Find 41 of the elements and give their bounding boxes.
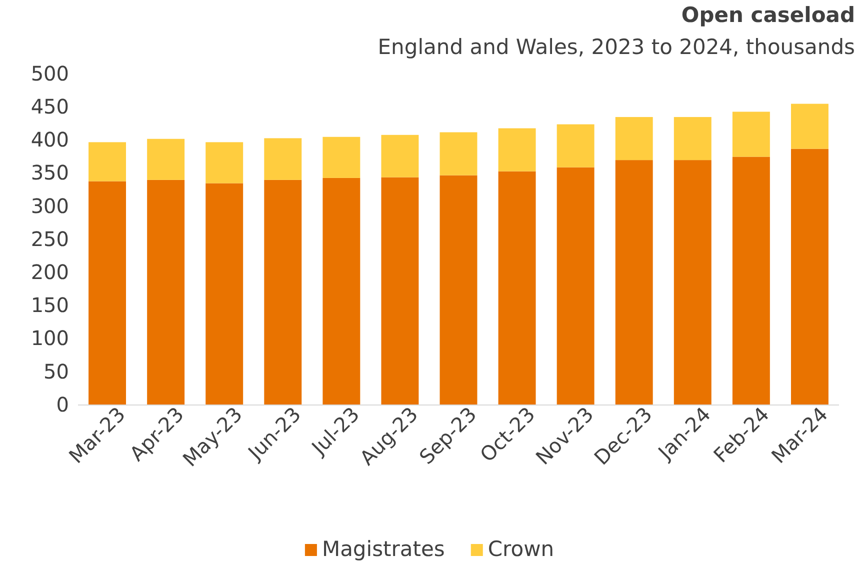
bar — [732, 156, 770, 405]
bar — [440, 132, 478, 176]
bar — [791, 104, 828, 149]
y-tick-label: 500 — [30, 61, 69, 86]
y-tick-label: 350 — [30, 160, 69, 185]
bar — [674, 117, 712, 160]
bar — [732, 112, 770, 157]
bar — [498, 128, 536, 172]
bar — [206, 183, 244, 405]
bar — [88, 181, 126, 405]
y-tick-label: 400 — [30, 128, 69, 152]
bar — [615, 117, 653, 160]
bar — [147, 138, 185, 180]
y-tick-label: 150 — [30, 293, 69, 318]
bar — [615, 160, 653, 405]
legend-label: Crown — [488, 537, 554, 561]
bar — [206, 142, 244, 184]
chart-subtitle: England and Wales, 2023 to 2024, thousands — [378, 35, 855, 59]
bar — [381, 134, 419, 178]
y-tick-label: 200 — [30, 260, 69, 284]
bar — [381, 177, 419, 405]
legend-label: Magistrates — [322, 537, 445, 561]
y-tick-label: 300 — [30, 194, 69, 218]
bar — [440, 175, 478, 405]
bar — [674, 160, 712, 405]
y-tick-label: 50 — [44, 359, 69, 384]
y-tick-label: 0 — [56, 392, 69, 416]
bar — [556, 124, 594, 168]
bar — [264, 180, 302, 405]
bar — [556, 167, 594, 405]
bar — [322, 178, 360, 405]
bar — [264, 138, 302, 180]
bar — [147, 180, 185, 405]
chart-title: Open caseload — [681, 3, 855, 27]
bar — [88, 142, 126, 182]
bar — [322, 136, 360, 178]
y-tick-label: 100 — [30, 326, 69, 350]
y-tick-label: 450 — [30, 94, 69, 118]
y-tick-label: 250 — [30, 226, 69, 251]
bar — [498, 171, 536, 405]
bar — [791, 148, 828, 405]
